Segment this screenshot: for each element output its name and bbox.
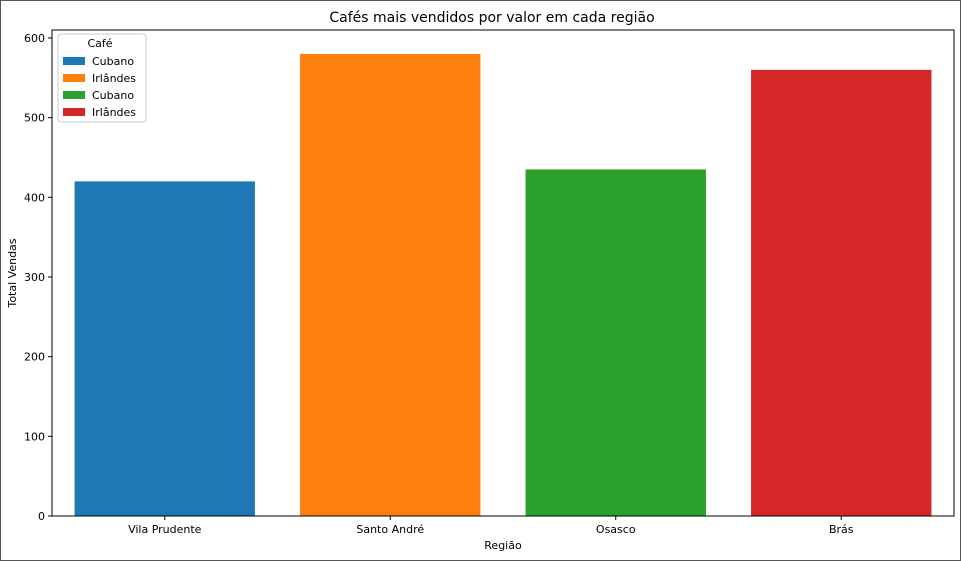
legend: Café Cubano Irlândes Cubano Irlândes (57, 33, 147, 123)
legend-swatch (63, 74, 85, 82)
legend-label: Cubano (92, 55, 134, 68)
legend-swatch (63, 108, 85, 116)
y-tick-label: 600 (24, 32, 45, 45)
bar-4 (751, 69, 932, 517)
y-tick-label: 400 (24, 191, 45, 204)
x-tick-label: Brás (829, 523, 854, 536)
y-tick-label: 200 (24, 351, 45, 364)
axes-group: Vila Prudente Santo André Osasco Brás 0 100 20… (24, 29, 955, 536)
legend-label: Irlândes (92, 72, 136, 85)
legend-title: Café (87, 37, 112, 50)
legend-swatch (63, 91, 85, 99)
bars-group (74, 53, 932, 517)
bar-1 (74, 181, 255, 516)
y-tick-label: 500 (24, 112, 45, 125)
plot-area-frame (51, 29, 955, 517)
y-tick-label: 300 (24, 271, 45, 284)
bar-3 (525, 169, 706, 517)
y-axis-label: Total Vendas (6, 238, 19, 308)
x-tick-label: Vila Prudente (128, 523, 202, 536)
y-tick-label: 0 (38, 510, 45, 523)
legend-label: Irlândes (92, 106, 136, 119)
x-axis-label: Região (484, 539, 522, 552)
chart-title: Cafés mais vendidos por valor em cada re… (329, 10, 654, 26)
bar-2 (300, 53, 481, 516)
y-tick-label: 100 (24, 430, 45, 443)
x-tick-label: Santo André (356, 523, 424, 536)
legend-box (57, 33, 147, 123)
legend-swatch (63, 57, 85, 65)
legend-label: Cubano (92, 89, 134, 102)
x-tick-label: Osasco (596, 523, 636, 536)
